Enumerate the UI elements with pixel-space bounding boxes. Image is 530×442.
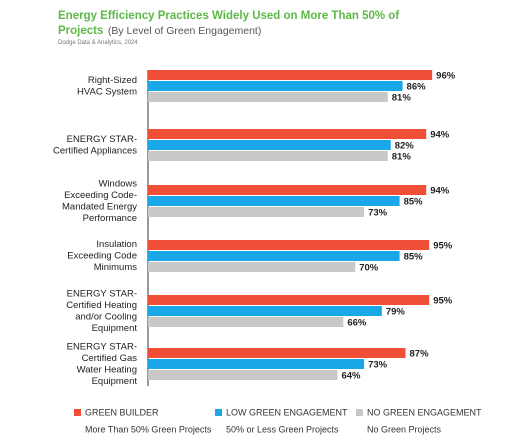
legend-swatch xyxy=(356,409,363,416)
category-label: HVAC System xyxy=(77,86,137,97)
value-label: 73% xyxy=(368,208,388,219)
value-label: 94% xyxy=(430,130,450,141)
value-label: 85% xyxy=(404,252,424,263)
value-label: 82% xyxy=(395,141,415,152)
legend-description: No Green Projects xyxy=(367,424,442,434)
legend-description: 50% or Less Green Projects xyxy=(226,424,339,434)
bar xyxy=(148,306,382,316)
value-label: 86% xyxy=(407,82,427,93)
category-label: ENERGY STAR- xyxy=(67,134,137,145)
bar xyxy=(148,317,344,327)
category-label: and/or Cooling xyxy=(75,311,137,322)
bar xyxy=(148,359,365,369)
bar xyxy=(148,70,433,80)
category-label: ENERGY STAR- xyxy=(67,341,137,352)
category-label: Performance xyxy=(83,213,137,224)
category-label: Right-Sized xyxy=(88,75,137,86)
value-label: 79% xyxy=(386,307,406,318)
legend-swatch xyxy=(215,409,222,416)
chart-subtitle: (By Level of Green Engagement) xyxy=(107,25,262,37)
category-label: Certified Appliances xyxy=(53,145,137,156)
bar xyxy=(148,348,406,358)
category-label: Exceeding Code xyxy=(67,251,137,262)
value-label: 85% xyxy=(404,197,424,208)
bar xyxy=(148,207,365,217)
category-label: Minimums xyxy=(94,262,138,273)
category-label: Exceeding Code- xyxy=(64,190,137,201)
bar xyxy=(148,196,400,206)
legend-label: LOW GREEN ENGAGEMENT xyxy=(226,407,348,417)
bar xyxy=(148,81,403,91)
bar xyxy=(148,262,356,272)
bar xyxy=(148,295,430,305)
value-label: 94% xyxy=(430,186,450,197)
legend-label: NO GREEN ENGAGEMENT xyxy=(367,407,482,417)
bar xyxy=(148,185,427,195)
category-label: Water Heating xyxy=(77,364,137,375)
category-label: Certified Gas xyxy=(82,353,138,364)
bar xyxy=(148,92,388,102)
legend-label: GREEN BUILDER xyxy=(85,407,159,417)
category-label: Equipment xyxy=(92,376,138,387)
category-label: Equipment xyxy=(92,323,138,334)
legend-description: More Than 50% Green Projects xyxy=(85,424,212,434)
value-label: 96% xyxy=(436,71,456,82)
bar xyxy=(148,140,391,150)
source-note: Dodge Data & Analytics, 2024 xyxy=(58,40,138,46)
category-label: Insulation xyxy=(96,239,137,250)
value-label: 66% xyxy=(347,318,367,329)
chart-title: Energy Efficiency Practices Widely Used … xyxy=(58,10,400,37)
legend-swatch xyxy=(74,409,81,416)
category-label: Windows xyxy=(98,178,137,189)
category-label: ENERGY STAR- xyxy=(67,288,137,299)
bar xyxy=(148,251,400,261)
value-label: 87% xyxy=(410,349,430,360)
bar xyxy=(148,240,430,250)
value-label: 64% xyxy=(341,371,361,382)
bar xyxy=(148,370,338,380)
value-label: 81% xyxy=(392,152,412,163)
bar xyxy=(148,151,388,161)
category-label: Certified Heating xyxy=(66,300,137,311)
bar xyxy=(148,129,427,139)
value-label: 95% xyxy=(433,296,453,307)
category-label: Mandated Energy xyxy=(62,201,137,212)
value-label: 95% xyxy=(433,241,453,252)
value-label: 81% xyxy=(392,93,412,104)
header: Energy Efficiency Practices Widely Used … xyxy=(58,8,414,38)
value-label: 70% xyxy=(359,263,379,274)
value-label: 73% xyxy=(368,360,388,371)
